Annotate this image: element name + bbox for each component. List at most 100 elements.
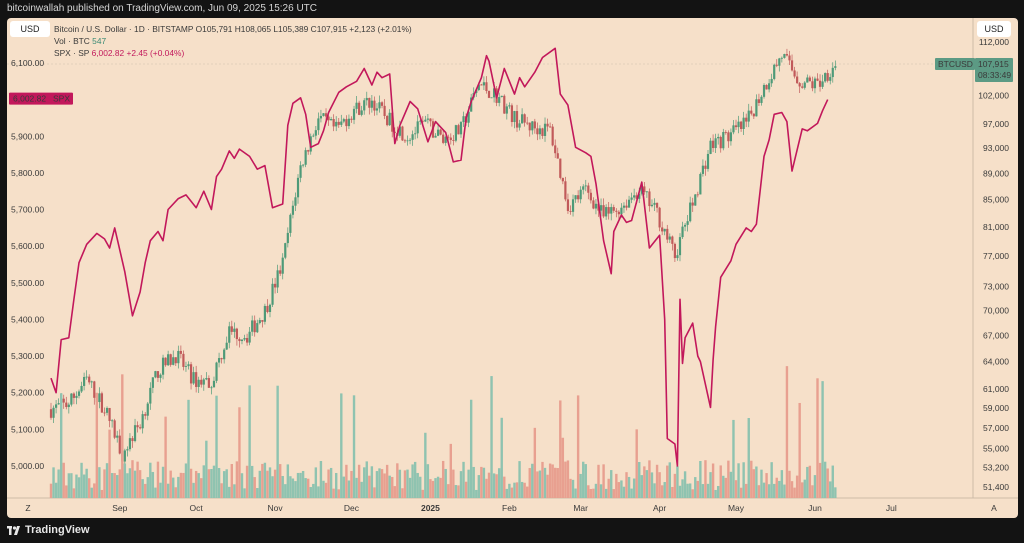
volume-bar xyxy=(90,487,93,498)
spx-line[interactable] xyxy=(50,47,829,467)
candle-body xyxy=(85,376,88,378)
candle-body xyxy=(266,305,269,313)
legend-volume-row[interactable]: Vol · BTC 547 xyxy=(54,35,412,47)
volume-bar xyxy=(278,464,282,498)
volume-bar xyxy=(403,470,407,498)
candle-body xyxy=(225,342,228,350)
volume-bar xyxy=(256,488,259,498)
volume-bar xyxy=(222,471,226,498)
candle-body xyxy=(83,376,86,386)
candle-body xyxy=(801,86,804,88)
candle-body xyxy=(370,100,373,108)
candle-body xyxy=(223,349,226,360)
volume-bar xyxy=(164,416,167,498)
tradingview-logo-text: TradingView xyxy=(25,524,90,536)
volume-bar xyxy=(582,461,585,498)
candle-body xyxy=(762,85,766,97)
candle-body xyxy=(788,55,791,61)
candle-body xyxy=(258,320,261,324)
volume-bar xyxy=(676,466,679,498)
volume-bar xyxy=(559,400,562,498)
volume-bar xyxy=(108,429,111,498)
right-axis-tick-14: 57,000 xyxy=(983,423,1009,433)
candle-body xyxy=(559,158,562,178)
volume-bar xyxy=(93,483,96,498)
volume-bar xyxy=(574,488,577,498)
volume-bar xyxy=(653,483,656,498)
candle-body xyxy=(622,205,626,208)
volume-bar xyxy=(65,485,68,498)
volume-bar xyxy=(314,467,318,498)
volume-bar xyxy=(515,482,519,498)
right-axis-tick-11: 64,000 xyxy=(983,357,1009,367)
candle-body xyxy=(742,117,745,129)
candle-body xyxy=(151,377,154,388)
volume-bar xyxy=(452,469,455,498)
volume-bar xyxy=(240,473,244,498)
volume-bar xyxy=(808,465,812,498)
candle-body xyxy=(424,119,427,122)
legend-spx-row[interactable]: SPX · SP 6,002.82 +2.45 (+0.04%) xyxy=(54,47,412,59)
candle-body xyxy=(722,132,725,149)
volume-bar xyxy=(179,472,183,498)
legend-spx-value: 6,002.82 xyxy=(91,48,125,58)
right-axis-tick-3: 93,000 xyxy=(983,143,1009,153)
volume-bar xyxy=(299,472,302,498)
volume-bar xyxy=(561,437,565,498)
candle-body xyxy=(276,270,279,288)
volume-bar xyxy=(554,467,557,498)
volume-bar xyxy=(136,461,139,498)
volume-bar xyxy=(767,484,771,498)
candle-body xyxy=(459,122,463,135)
tradingview-logo[interactable]: TradingView xyxy=(7,524,90,536)
volume-bar xyxy=(454,485,458,498)
left-axis-tick-2: 5,900.00 xyxy=(11,131,44,141)
volume-bar xyxy=(363,467,366,498)
candle-body xyxy=(146,403,149,416)
volume-bar xyxy=(329,467,333,498)
candle-body xyxy=(312,135,315,137)
volume-bar xyxy=(457,485,460,498)
candle-body xyxy=(442,134,445,143)
volume-bar xyxy=(121,374,124,498)
volume-bar xyxy=(459,471,463,498)
volume-bar xyxy=(826,468,829,498)
volume-bar xyxy=(650,472,654,498)
candle-body xyxy=(113,420,116,438)
candle-body xyxy=(480,84,483,86)
right-axis-tick-15: 55,000 xyxy=(983,443,1009,453)
volume-bar xyxy=(258,470,262,498)
volume-bar xyxy=(727,460,730,498)
volume-bar xyxy=(747,418,750,498)
volume-bar xyxy=(202,465,205,498)
volume-bar xyxy=(54,482,58,498)
volume-bar xyxy=(187,399,190,498)
candle-body xyxy=(296,177,300,198)
volume-bar xyxy=(816,378,819,498)
candle-body xyxy=(574,195,577,200)
volume-bar xyxy=(762,482,766,498)
right-axis-tick-0: 112,000 xyxy=(979,37,1009,47)
candle-body xyxy=(358,102,361,115)
volume-bar xyxy=(413,461,417,498)
volume-bar xyxy=(116,475,119,498)
chart-svg[interactable]: 6,100.006,000.005,900.005,800.005,700.00… xyxy=(7,18,1018,518)
candle-body xyxy=(337,121,340,125)
candle-body xyxy=(785,54,789,56)
volume-bar xyxy=(406,469,409,498)
volume-bar xyxy=(490,376,493,498)
candle-body xyxy=(673,243,676,259)
volume-bar xyxy=(233,484,236,498)
volume-bar xyxy=(215,395,218,498)
candle-body xyxy=(727,132,730,142)
x-axis-tick-6: Mar xyxy=(573,503,588,513)
volume-bar xyxy=(449,443,453,498)
right-axis-tick-5: 85,000 xyxy=(983,195,1009,205)
candle-body xyxy=(824,73,827,82)
currency-right-button[interactable]: USD xyxy=(977,21,1011,37)
candle-body xyxy=(808,77,811,82)
candle-body xyxy=(806,77,809,83)
currency-left-button[interactable]: USD xyxy=(10,21,50,37)
volume-bar xyxy=(722,475,725,498)
legend-symbol-row[interactable]: Bitcoin / U.S. Dollar · 1D · BITSTAMP O1… xyxy=(54,23,412,35)
